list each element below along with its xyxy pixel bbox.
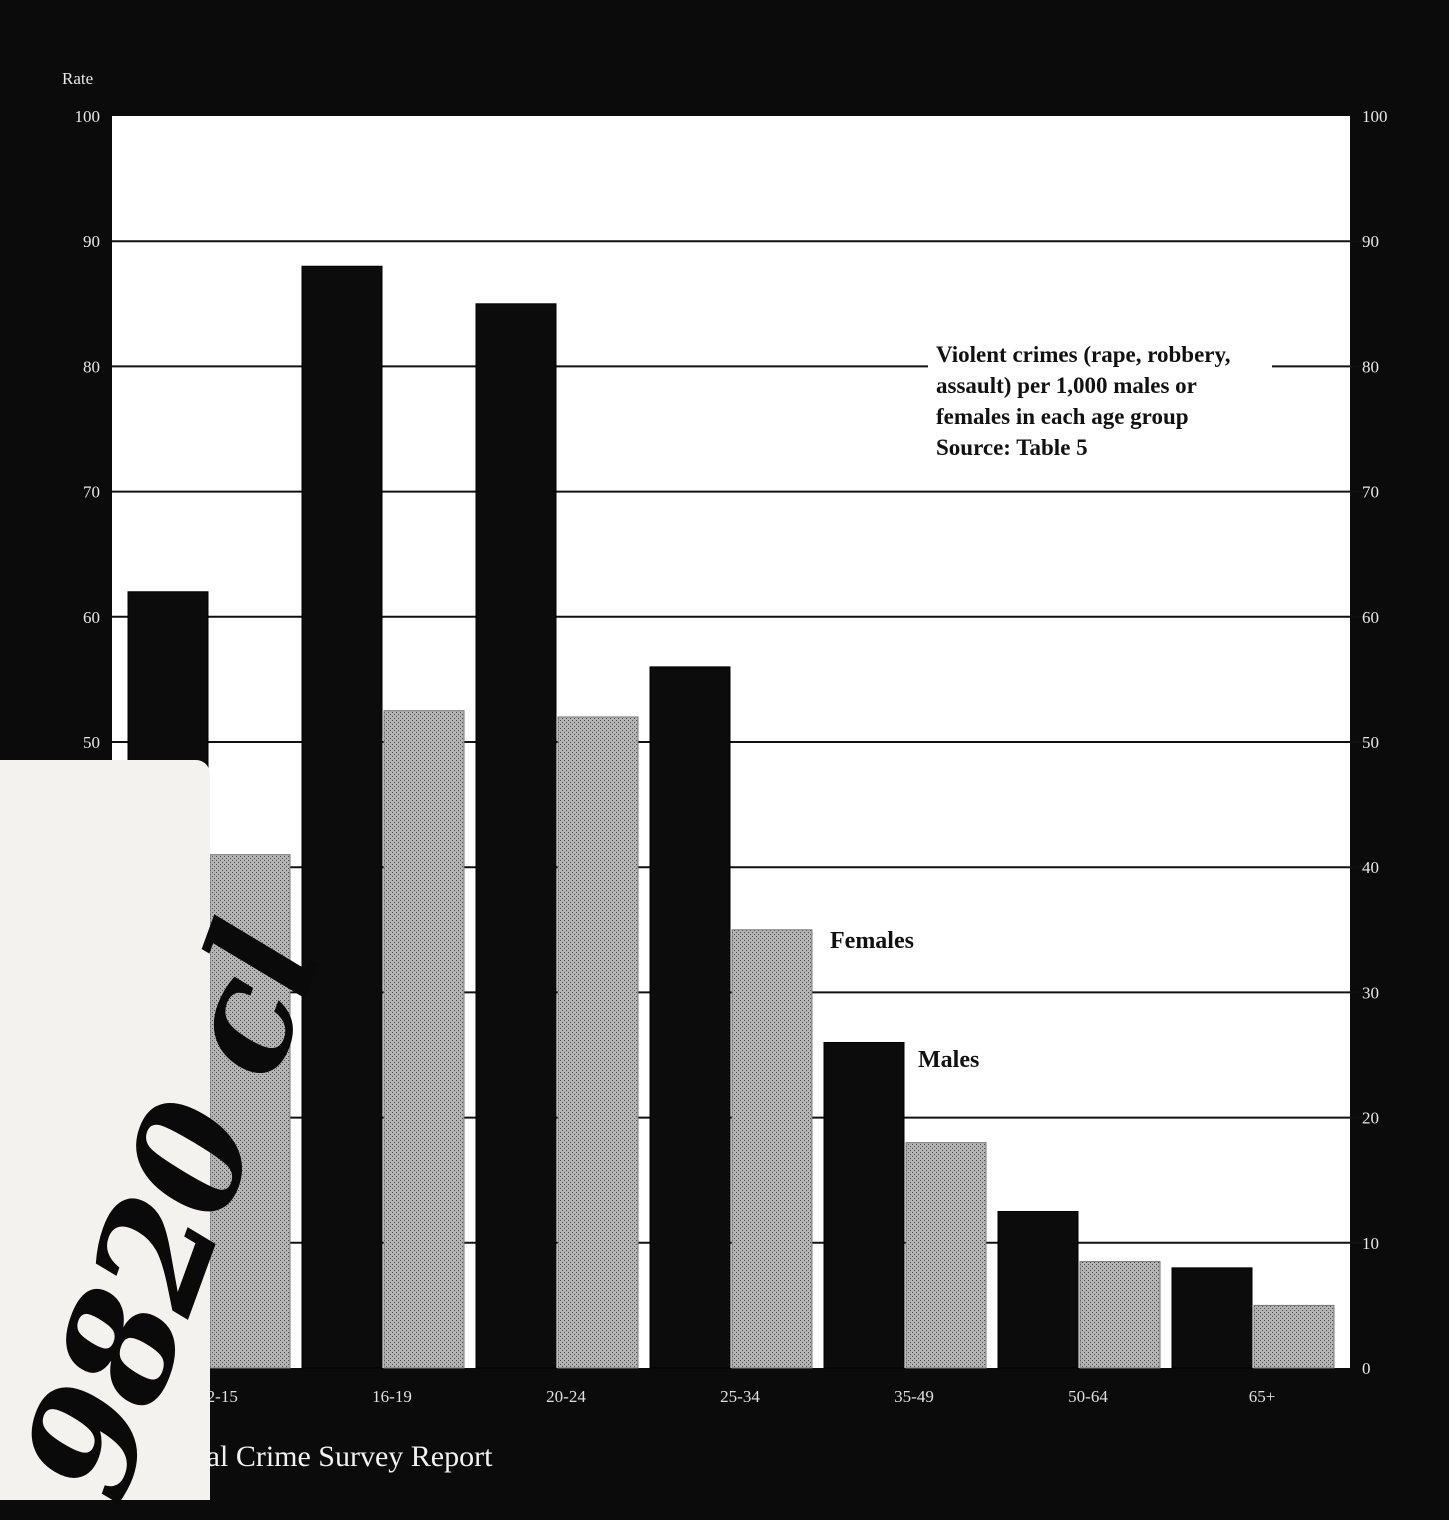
y-tick-label-left: 60 [83,608,100,627]
footer-text: tional Crime Survey Report [160,1440,493,1473]
y-tick-label-right: 40 [1362,858,1379,877]
x-tick-label: 25-34 [720,1387,760,1406]
x-tick-label: 50-64 [1068,1387,1108,1406]
annotation-line: Violent crimes (rape, robbery, [936,342,1230,367]
bar-males-65+ [1171,1267,1253,1369]
bar-females-35-49 [905,1142,987,1369]
y-tick-label-right: 30 [1362,983,1379,1002]
archive-stamp: 9820 cl [0,760,355,1520]
bar-females-50-64 [1079,1261,1161,1369]
legend-males: Males [918,1047,979,1073]
bar-males-16-19 [301,265,383,1369]
bar-females-12-15 [209,854,291,1369]
legend-females: Females [830,928,914,954]
x-tick-label: 35-49 [894,1387,934,1406]
x-tick-label: 65+ [1249,1387,1276,1406]
y-tick-label-left: 80 [83,357,100,376]
y-tick-label-left: 90 [83,232,100,251]
bar-males-35-49 [823,1041,905,1369]
y-tick-label-right: 80 [1362,357,1379,376]
bar-males-20-24 [475,303,557,1369]
y-tick-label-right: 20 [1362,1109,1379,1128]
y-tick-label-right: 50 [1362,733,1379,752]
y-tick-label-left: 100 [75,107,101,126]
annotation-background [928,334,1272,468]
bar-males-25-34 [649,666,731,1369]
y-tick-label-right: 10 [1362,1234,1379,1253]
y-tick-label-left: 50 [83,733,100,752]
y-tick-label-right: 0 [1362,1359,1371,1378]
bar-males-50-64 [997,1211,1079,1369]
y-tick-label-left: 70 [83,483,100,502]
annotation-line: Source: Table 5 [936,435,1088,460]
annotation-line: assault) per 1,000 males or [936,373,1197,398]
x-tick-label: 20-24 [546,1387,586,1406]
y-tick-label-right: 70 [1362,483,1379,502]
annotation-line: females in each age group [936,404,1189,429]
legend: Females Males [830,928,979,1073]
bar-females-65+ [1253,1304,1335,1369]
y-tick-label-right: 90 [1362,232,1379,251]
bar-females-16-19 [383,710,465,1369]
y-axis-label: Rate [62,69,93,88]
y-tick-label-right: 100 [1362,107,1388,126]
bar-females-20-24 [557,716,639,1369]
y-tick-label-right: 60 [1362,608,1379,627]
bar-females-25-34 [731,929,813,1369]
x-tick-label: 16-19 [372,1387,412,1406]
